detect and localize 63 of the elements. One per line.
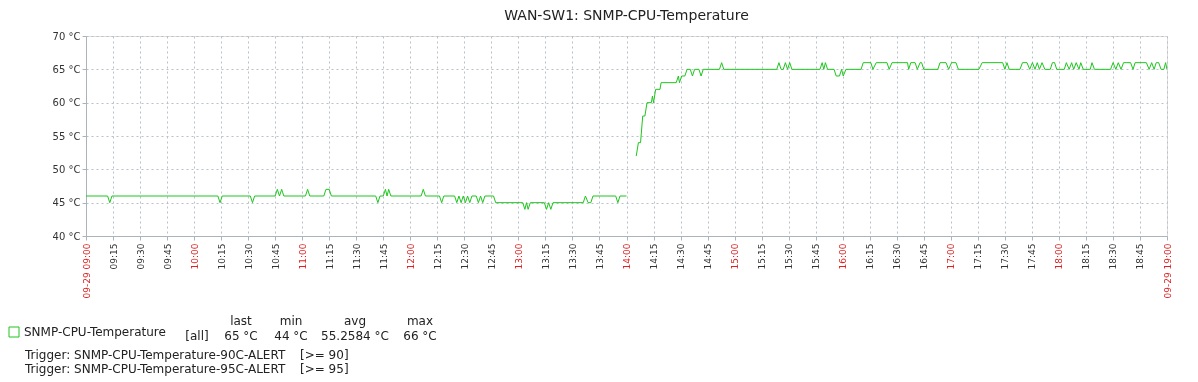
x-tick-label: 17:00 (946, 243, 957, 270)
x-tick-label: 13:15 (540, 243, 551, 270)
x-tick-label: 15:15 (757, 243, 768, 270)
y-tick-label: 60 °C (52, 97, 81, 109)
x-tick-label: 10:45 (270, 243, 281, 270)
text: 66 °C (403, 329, 437, 343)
text: 55.2584 °C (321, 329, 389, 343)
text: 44 °C (274, 329, 308, 343)
y-tick-label: 55 °C (52, 130, 81, 142)
x-tick-label: 14:00 (622, 243, 632, 270)
x-tick-label: 13:45 (594, 243, 605, 270)
x-tick-label: 10:30 (243, 243, 254, 270)
x-tick-label: 14:45 (703, 243, 714, 270)
x-tick-label: 17:45 (1027, 243, 1038, 270)
x-tick-label: 14:15 (649, 243, 660, 270)
text: [all] (185, 329, 209, 343)
x-tick-label: 12:00 (405, 243, 416, 270)
x-tick-label: 16:15 (865, 243, 876, 270)
x-tick-label: 13:00 (513, 243, 524, 270)
x-tick-label: 15:00 (730, 243, 741, 270)
text: [>= 95] (300, 362, 349, 376)
x-tick-label: 16:45 (919, 243, 930, 270)
y-tick-label: 40 °C (52, 230, 81, 242)
text: Trigger: SNMP-CPU-Temperature-90C-ALERT (24, 348, 286, 362)
text: Trigger: SNMP-CPU-Temperature-95C-ALERT (24, 362, 286, 376)
x-tick-label: 11:00 (297, 243, 308, 270)
x-tick-label: 09:45 (162, 243, 173, 270)
x-tick-label: 12:30 (459, 243, 470, 270)
x-tick-label: 09-29 19:00 (1162, 243, 1173, 299)
x-tick-label: 09:15 (108, 243, 119, 270)
x-tick-label: 17:30 (1000, 243, 1011, 270)
x-tick-label: 18:30 (1108, 243, 1119, 270)
x-tick-label: 14:30 (676, 243, 687, 270)
y-tick-label: 50 °C (52, 163, 81, 175)
x-tick-label: 11:30 (351, 243, 362, 270)
y-tick-label: 45 °C (52, 197, 81, 209)
x-tick-label: 09:30 (135, 243, 146, 270)
x-tick-label: 15:30 (784, 243, 795, 270)
x-tick-label: 17:15 (973, 243, 984, 270)
y-tick-label: 65 °C (52, 63, 81, 75)
x-tick-label: 11:45 (378, 243, 389, 270)
x-tick-label: 15:45 (811, 243, 822, 270)
text: 65 °C (224, 329, 258, 343)
text: last (230, 314, 253, 328)
x-tick-label: 13:30 (567, 243, 578, 270)
x-tick-label: 18:15 (1081, 243, 1092, 270)
x-tick-label: 11:15 (324, 243, 335, 270)
text: max (406, 314, 434, 328)
x-tick-label: 10:15 (216, 243, 227, 270)
x-tick-label: 09-29 09:00 (81, 243, 92, 299)
x-tick-label: 16:00 (838, 243, 849, 270)
x-tick-label: 18:00 (1054, 243, 1065, 270)
x-tick-label: 10:00 (189, 243, 200, 270)
y-tick-label: 70 °C (52, 30, 81, 42)
x-tick-label: 12:15 (432, 243, 443, 270)
chart-title: WAN-SW1: SNMP-CPU-Temperature (504, 7, 749, 23)
text: [>= 90] (300, 348, 349, 362)
x-tick-label: 12:45 (486, 243, 497, 270)
text: avg (343, 314, 367, 328)
text: min (279, 314, 303, 328)
legend-label: SNMP-CPU-Temperature (24, 325, 166, 339)
x-tick-label: 16:30 (892, 243, 903, 270)
x-tick-label: 18:45 (1135, 243, 1146, 270)
